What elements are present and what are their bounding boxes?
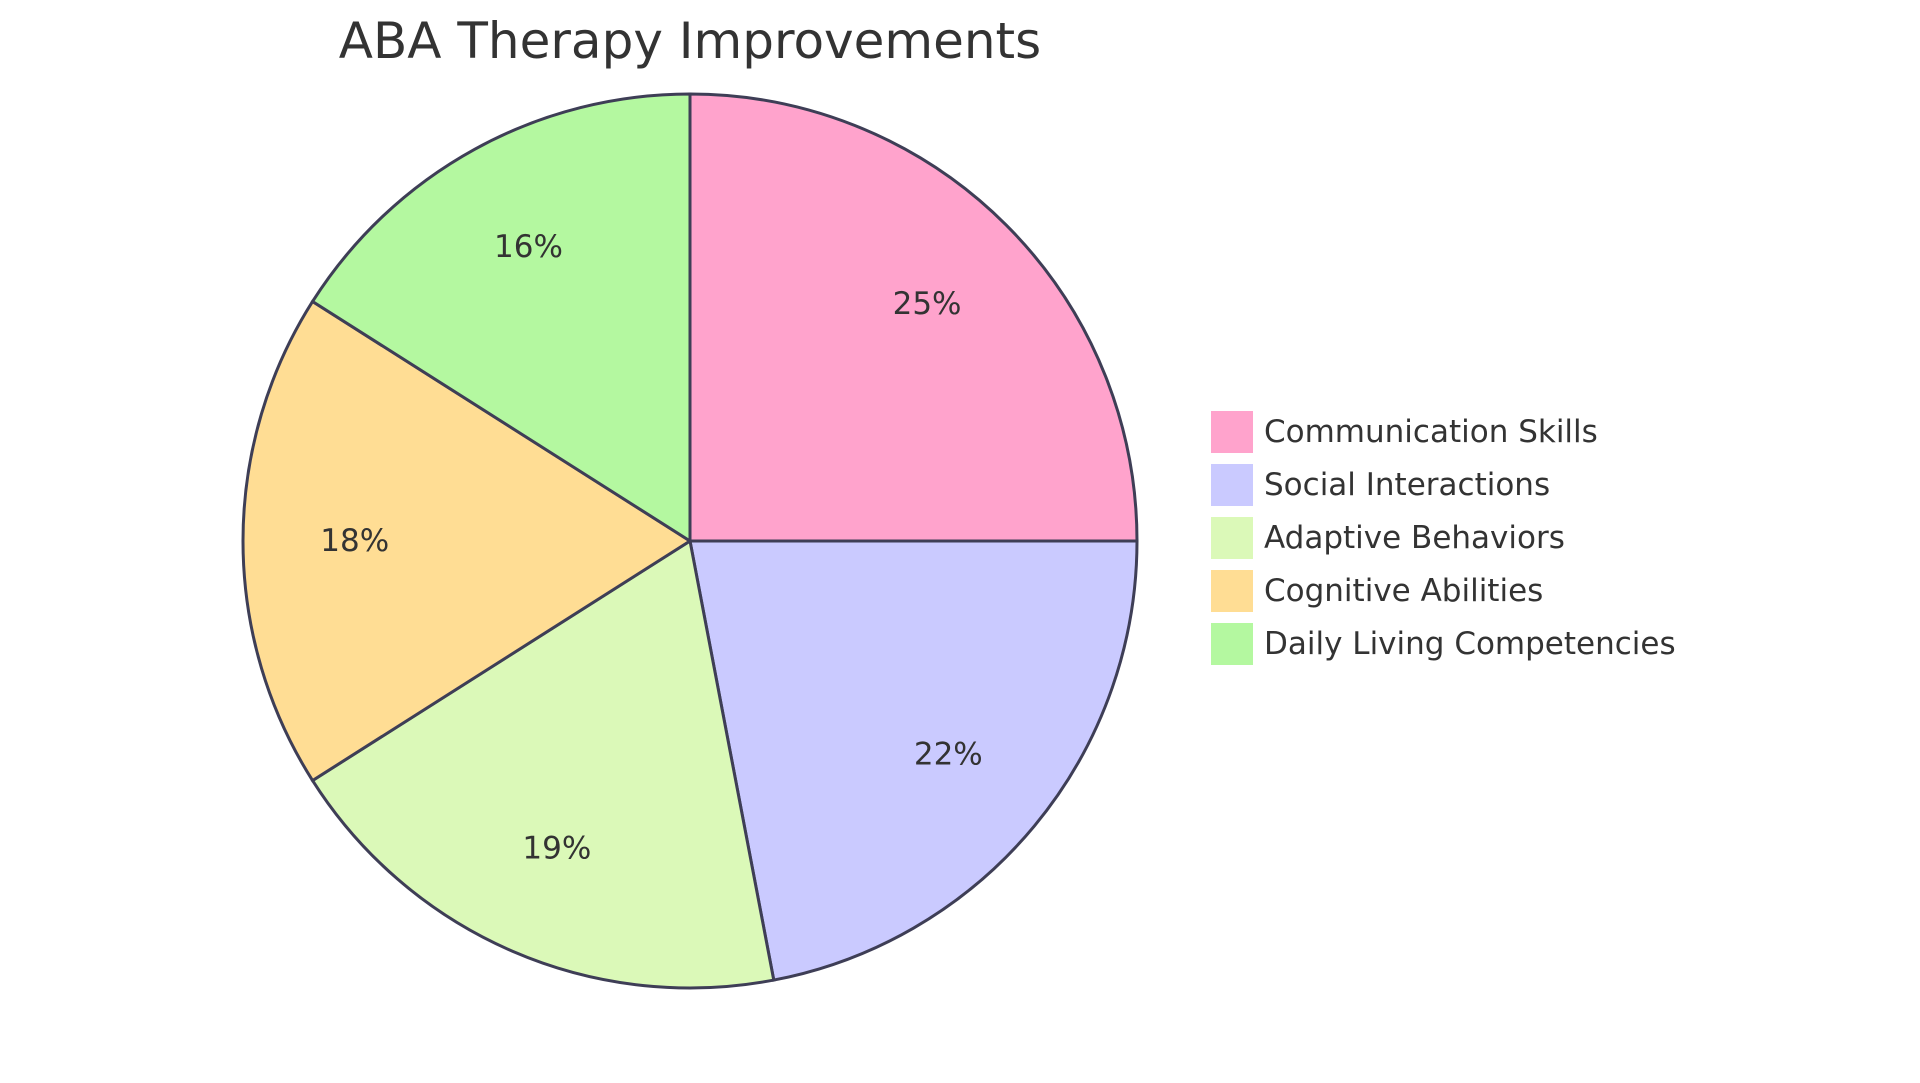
pie-slice-daily-living-competencies	[310, 92, 692, 544]
legend: Communication Skills Social Interactions A…	[1209, 409, 1676, 667]
slice-value-label: 18%	[320, 523, 389, 559]
chart-title: ABA Therapy Improvements	[339, 12, 1041, 70]
legend-label: Daily Living Competencies	[1264, 626, 1676, 662]
pie-slice-social-interactions	[688, 539, 1139, 982]
legend-swatch	[1209, 515, 1255, 561]
pie-slices	[241, 92, 1139, 990]
slice-labels: 25% 22% 19% 18% 16%	[320, 229, 982, 866]
legend-swatch	[1209, 621, 1255, 667]
legend-label: Communication Skills	[1264, 414, 1598, 450]
slice-value-label: 22%	[914, 737, 983, 773]
slice-value-label: 16%	[494, 229, 563, 265]
legend-swatch	[1209, 568, 1255, 614]
legend-label: Cognitive Abilities	[1264, 573, 1543, 609]
pie-slice-communication-skills	[688, 92, 1139, 543]
legend-label: Adaptive Behaviors	[1264, 520, 1565, 556]
slice-value-label: 25%	[893, 286, 962, 322]
legend-swatch	[1209, 409, 1255, 455]
legend-swatch	[1209, 462, 1255, 508]
legend-label: Social Interactions	[1264, 467, 1550, 503]
pie-slice-cognitive-abilities	[241, 299, 693, 783]
pie-slice-adaptive-behaviors	[310, 538, 776, 990]
slice-value-label: 19%	[522, 831, 591, 867]
